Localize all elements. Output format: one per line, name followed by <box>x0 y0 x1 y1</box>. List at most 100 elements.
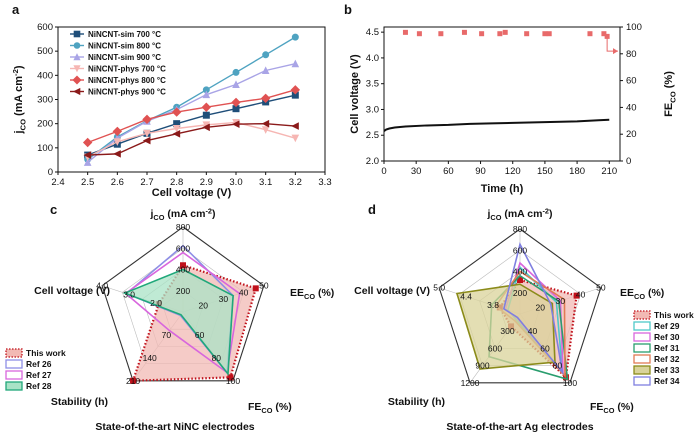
data-point-a <box>172 125 181 133</box>
x-tick-label-b: 90 <box>475 166 486 177</box>
radar-grid <box>101 226 265 382</box>
radar-tick-label: 80 <box>212 353 222 363</box>
y-tick-label-b: 2.0 <box>366 156 379 167</box>
radar-tick-label: 2.0 <box>150 298 162 308</box>
radar-point <box>180 262 186 269</box>
fe-point-b <box>587 31 593 37</box>
data-point-a <box>143 129 151 138</box>
legend-marker-a <box>73 65 81 73</box>
series-line-a <box>87 122 296 156</box>
x-tick-label-a: 3.3 <box>318 177 331 188</box>
radar-tick-label: 40 <box>239 287 249 297</box>
fe-point-b <box>416 31 422 37</box>
radar-tick-label: 50 <box>596 283 606 293</box>
radar-tick-label: 300 <box>500 326 514 336</box>
panel-label-a: a <box>12 2 20 17</box>
data-point-a <box>202 90 211 99</box>
radar-tick-label: 20 <box>535 302 545 312</box>
series-line-a <box>87 94 296 156</box>
radar-tick-label: 400 <box>513 267 527 277</box>
legend-swatch <box>633 354 651 364</box>
fe-point-b <box>479 31 485 37</box>
data-point-a <box>291 122 299 130</box>
chart-b: 0 30 60 90 120 150 180 210 2.0 2.5 3.0 3.5 4.0 4.5 0 20… <box>349 22 677 195</box>
chart-a: 2.4 2.5 2.6 2.7 2.8 2.9 3.0 3.1 3.2 3.3 0 100 200 300… <box>11 22 331 199</box>
legend-swatch <box>633 332 651 342</box>
y-right-tick-label-b: 80 <box>626 49 637 60</box>
y-tick-label-a: 400 <box>37 70 53 81</box>
radar-tick-label: 60 <box>195 330 205 340</box>
radar-axis-label-ee: EECO (%) <box>290 287 334 301</box>
radar-tick-label: 800 <box>513 224 527 234</box>
x-tick-label-a: 3.1 <box>259 177 272 188</box>
y-right-tick-label-b: 0 <box>626 156 631 167</box>
data-point-a <box>231 97 241 108</box>
radar-caption: State-of-the-art Ag electrodes <box>446 421 593 433</box>
data-point-a <box>261 66 270 74</box>
fe-point-b <box>497 31 503 37</box>
y-tick-label-b: 4.0 <box>366 53 379 64</box>
radar-tick-label: 140 <box>143 353 157 363</box>
radar-tick-label: 50 <box>259 281 269 291</box>
radar-tick-label: 400 <box>176 265 190 275</box>
legend-label-a: NiNCNT-phys 900 °C <box>88 88 166 97</box>
legend-label: This work <box>26 348 66 358</box>
legend-label: Ref 31 <box>654 343 680 353</box>
plot-frame-b <box>383 26 621 162</box>
x-tick-label-b: 180 <box>569 166 585 177</box>
radar-point <box>517 277 523 283</box>
radar-tick-label: 100 <box>226 376 240 386</box>
x-tick-label-b: 120 <box>505 166 521 177</box>
legend-swatch <box>5 359 23 369</box>
legend-swatch <box>633 343 651 353</box>
fe-point-b <box>601 31 607 37</box>
data-point-a <box>260 93 271 103</box>
radar-point <box>130 377 137 384</box>
y-tick-label-b: 3.0 <box>366 104 379 115</box>
radar-axis-label-jco: jCO (mA cm-2) <box>486 206 552 222</box>
radar-point <box>252 285 259 292</box>
radar-point <box>573 292 580 299</box>
radar-tick-label: 200 <box>176 286 190 296</box>
data-point-a <box>83 151 92 159</box>
data-point-a <box>112 126 123 137</box>
legend-label-a: NiNCNT-phys 700 °C <box>88 65 166 74</box>
fe-point-b <box>438 31 444 37</box>
radar-caption: State-of-the-art NiNC electrodes <box>95 421 254 433</box>
x-tick-label-a: 3.2 <box>289 177 302 188</box>
x-tick-label-b: 0 <box>381 166 386 177</box>
legend-label-a: NiNCNT-sim 900 °C <box>88 53 161 62</box>
radar-tick-label: 600 <box>513 245 527 255</box>
legend-label-a: NiNCNT-phys 800 °C <box>88 76 166 85</box>
y-tick-label-a: 0 <box>48 167 53 178</box>
chart-c: 200 400 600 800 20 30 40 50 60 80 100 70 140 210 2.0 3.… <box>5 206 334 433</box>
fe-point-b <box>461 29 467 35</box>
radar-tick-label: 40 <box>528 326 538 336</box>
series-a-5 <box>83 119 299 159</box>
radar-axis-label-stability: Stability (h) <box>388 396 445 408</box>
radar-tick-label: 40 <box>576 289 586 299</box>
data-point-a <box>142 136 151 145</box>
data-point-a <box>202 111 210 119</box>
fe-point-b <box>502 29 508 35</box>
data-point-a <box>113 138 122 146</box>
y-right-tick-label-b: 40 <box>626 102 637 113</box>
legend-marker-a <box>73 87 81 96</box>
fe-point-b <box>546 31 552 37</box>
data-point-a <box>291 33 299 41</box>
legend-label-a: NiNCNT-sim 700 °C <box>88 30 161 39</box>
y-right-tick-label-b: 100 <box>626 22 642 33</box>
radar-tick-label: 20 <box>198 300 208 310</box>
legend-label: Ref 32 <box>654 354 680 364</box>
series-a-4 <box>82 85 301 148</box>
radar-tick-label: 200 <box>513 288 527 298</box>
radar-axis-label-fe: FECO (%) <box>590 401 634 415</box>
radar-axis-label-fe: FECO (%) <box>248 401 292 415</box>
y-right-tick-label-b: 60 <box>626 76 637 87</box>
x-tick-label-a: 2.6 <box>111 177 124 188</box>
series-line-a <box>87 63 296 163</box>
x-tick-label-b: 30 <box>411 166 422 177</box>
radar-tick-label: 70 <box>162 330 172 340</box>
y-right-axis-label-b: FECO (%) <box>663 71 677 117</box>
